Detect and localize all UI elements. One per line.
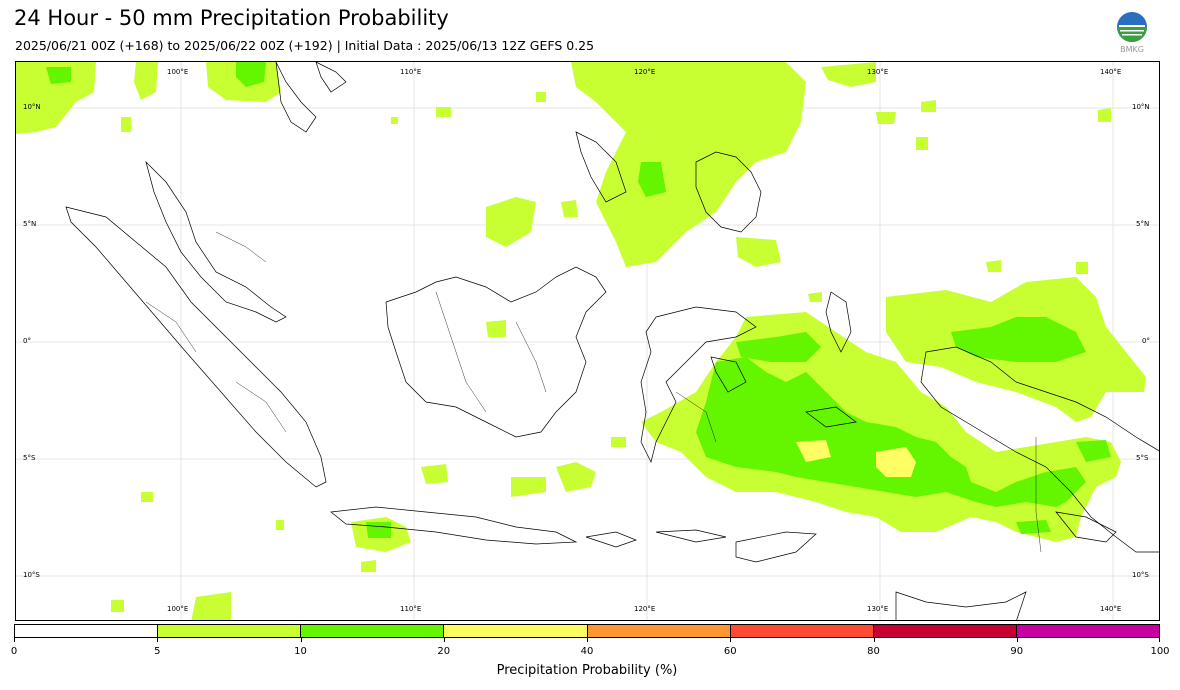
colorbar-tick-label: 0: [10, 646, 18, 657]
colorbar-tick-mark: [873, 638, 875, 642]
colorbar-segment: [873, 625, 1017, 637]
chart-title: 24 Hour - 50 mm Precipitation Probabilit…: [14, 6, 449, 30]
chart-subtitle: 2025/06/21 00Z (+168) to 2025/06/22 00Z …: [15, 38, 595, 53]
bmkg-logo: BMKG: [1117, 12, 1147, 54]
graticule: [16, 62, 1159, 620]
colorbar-tick-label: 80: [867, 646, 880, 657]
lat-label-left-10n: 10°N: [23, 103, 41, 111]
lon-label-top-130: 130°E: [867, 68, 889, 76]
lon-label-top-120: 120°E: [634, 68, 656, 76]
colorbar-tick-mark: [14, 638, 15, 642]
colorbar-segment: [444, 625, 588, 637]
colorbar-segment: [158, 625, 302, 637]
lat-label-right-5n: 5°N: [1136, 220, 1150, 228]
colorbar-tick-mark: [1016, 638, 1018, 642]
prob-10-20-areas: [46, 62, 1111, 538]
colorbar-segment: [1016, 625, 1159, 637]
lon-label-bottom-100: 100°E: [167, 605, 189, 613]
borders: [145, 231, 1042, 553]
colorbar-tick-mark: [443, 638, 445, 642]
lon-label-bottom-140: 140°E: [1100, 605, 1122, 613]
lon-label-top-110: 110°E: [400, 68, 422, 76]
colorbar-segment: [730, 625, 874, 637]
prob-20-40-areas: [796, 440, 916, 477]
lat-label-left-0: 0°: [23, 337, 31, 345]
colorbar-segment: [15, 625, 159, 637]
logo-text: BMKG: [1120, 45, 1144, 54]
colorbar-segment: [301, 625, 445, 637]
colorbar-tick-mark: [587, 638, 588, 642]
colorbar-title: Precipitation Probability (%): [496, 663, 678, 678]
colorbar-segment: [587, 625, 731, 637]
lat-label-right-5s: 5°S: [1136, 454, 1149, 462]
colorbar-tick-mark: [730, 638, 732, 642]
lon-label-top-100: 100°E: [167, 68, 189, 76]
lat-label-right-10n: 10°N: [1132, 103, 1150, 111]
lon-label-top-140: 140°E: [1100, 68, 1122, 76]
lon-label-bottom-120: 120°E: [634, 605, 656, 613]
lat-label-right-10s: 10°S: [1132, 571, 1149, 579]
lat-label-left-10s: 10°S: [23, 571, 40, 579]
colorbar-tick-label: 5: [154, 646, 161, 657]
lon-label-bottom-130: 130°E: [867, 605, 889, 613]
colorbar-tick-mark: [300, 638, 302, 642]
colorbar-tick-label: 10: [294, 646, 307, 657]
colorbar-tick-mark: [1159, 638, 1160, 642]
lat-label-left-5s: 5°S: [23, 454, 36, 462]
lat-label-left-5n: 5°N: [23, 220, 37, 228]
lat-label-right-0: 0°: [1142, 337, 1150, 345]
colorbar-tick-label: 100: [1150, 646, 1170, 657]
colorbar-tick-label: 90: [1010, 646, 1024, 657]
colorbar-tick-label: 40: [580, 646, 594, 657]
coastlines: [65, 62, 1159, 620]
colorbar-tick-label: 60: [723, 646, 737, 657]
lon-label-bottom-110: 110°E: [400, 605, 422, 613]
colorbar: [14, 624, 1160, 638]
map-panel: 100°E 110°E 120°E 130°E 140°E 100°E 110°…: [15, 61, 1160, 621]
colorbar-tick-mark: [157, 638, 159, 642]
colorbar-tick-label: 20: [437, 646, 451, 657]
map-canvas: [16, 62, 1159, 620]
